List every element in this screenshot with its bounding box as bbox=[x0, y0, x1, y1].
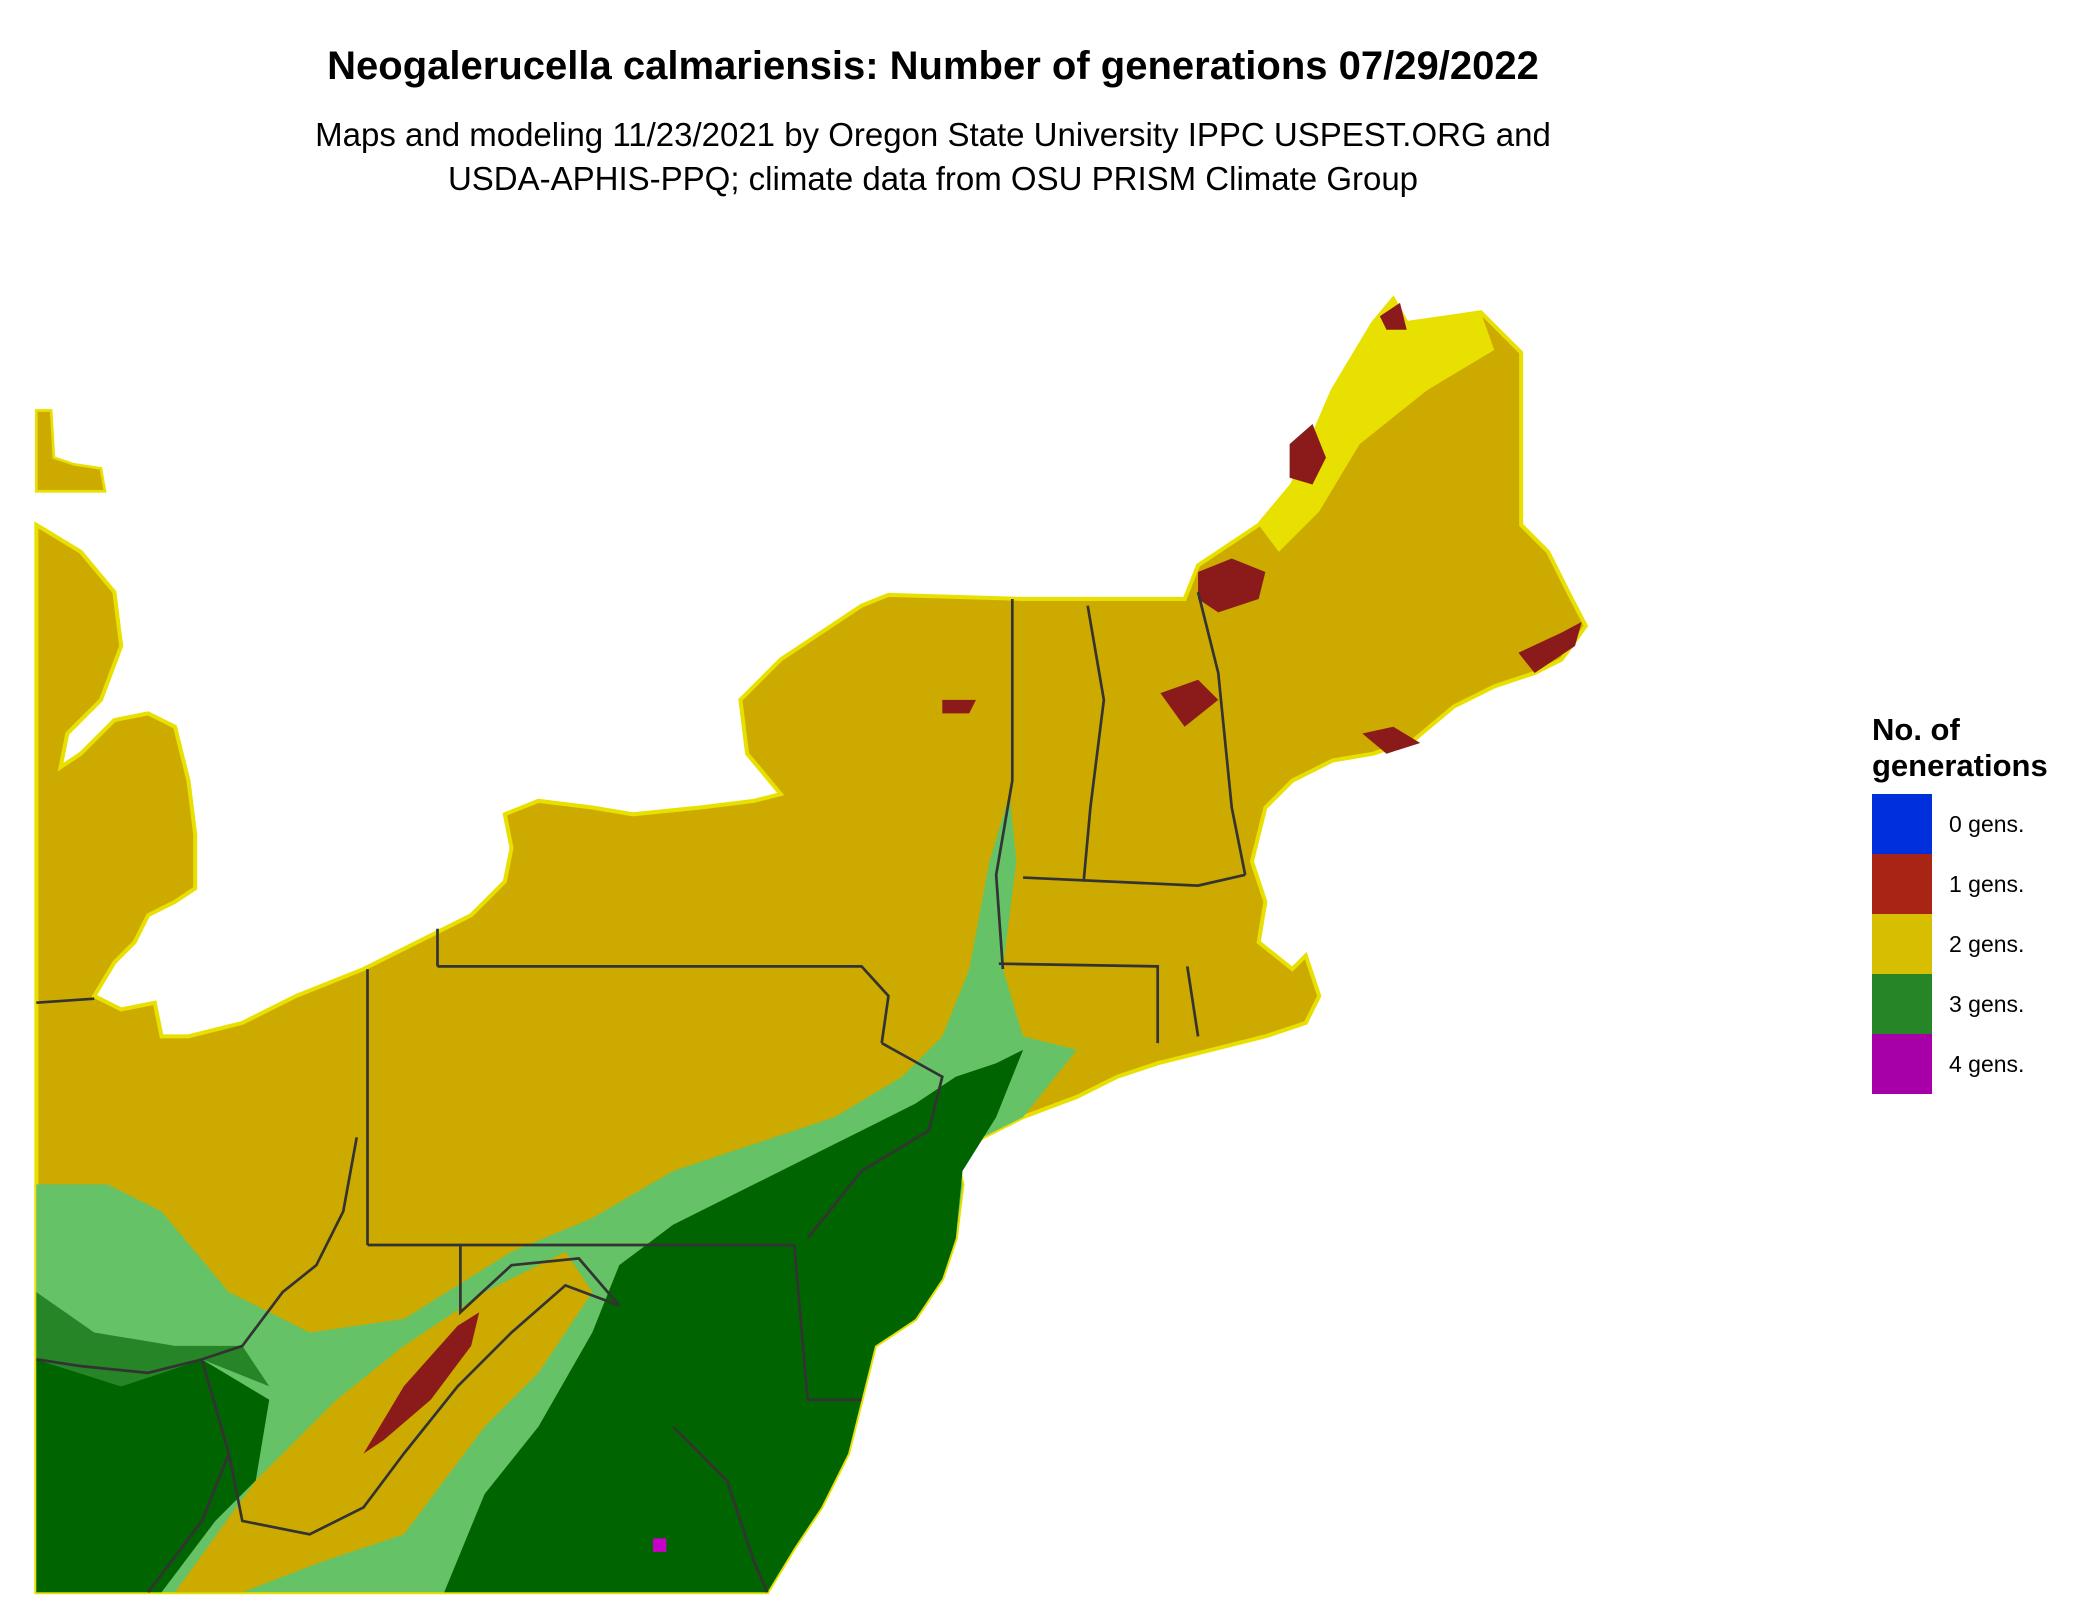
green-zone-west-mid bbox=[36, 1292, 270, 1387]
nh-me-border bbox=[1196, 591, 1247, 876]
ri-east-border bbox=[1185, 966, 1200, 1037]
ny-pa-border bbox=[436, 928, 890, 1044]
md-border bbox=[459, 1244, 621, 1316]
red-patch bbox=[1289, 423, 1326, 485]
one-generation-patches bbox=[363, 302, 1582, 1454]
pa-nj-border bbox=[806, 1041, 944, 1240]
legend-item-3: 3 gens. bbox=[1872, 974, 2092, 1034]
de-md-border bbox=[792, 1244, 862, 1402]
red-patch bbox=[1518, 621, 1582, 673]
legend-item-2: 2 gens. bbox=[1872, 914, 2092, 974]
legend-label-2: 2 gens. bbox=[1949, 930, 2025, 957]
legend-label-0: 0 gens. bbox=[1949, 810, 2025, 837]
map-subtitle-line-2: USDA-APHIS-PPQ; climate data from OSU PR… bbox=[447, 160, 1419, 197]
oh-mi-border bbox=[36, 997, 95, 1005]
ky-wv-border bbox=[147, 1453, 231, 1594]
northern-maine-bright-zone bbox=[1258, 298, 1495, 552]
state-boundaries bbox=[36, 591, 1247, 1594]
legend-label-4: 4 gens. bbox=[1949, 1050, 2025, 1077]
legend: No. of generations 0 gens. 1 gens. 2 gen… bbox=[1872, 712, 2092, 1094]
red-patch bbox=[1160, 679, 1219, 727]
legend-item-1: 1 gens. bbox=[1872, 854, 2092, 914]
ct-ri-border bbox=[998, 962, 1160, 1044]
ma-north-border bbox=[1023, 873, 1246, 887]
red-patch bbox=[1379, 302, 1407, 330]
vt-ny-border bbox=[994, 598, 1014, 970]
red-patch bbox=[942, 699, 976, 714]
four-generation-spot bbox=[652, 1538, 667, 1552]
vt-nh-border bbox=[1082, 605, 1106, 882]
legend-swatch-2 bbox=[1872, 914, 1932, 974]
legend-label-3: 3 gens. bbox=[1949, 990, 2025, 1017]
map-subtitle-line-1: Maps and modeling 11/23/2021 by Oregon S… bbox=[315, 116, 1551, 153]
red-patch bbox=[1198, 558, 1266, 613]
legend-swatch-4 bbox=[1872, 1034, 1932, 1094]
legend-swatch-3 bbox=[1872, 974, 1932, 1034]
map-title: Neogalerucella calmariensis: Number of g… bbox=[327, 44, 1539, 88]
dark-green-zone-west bbox=[36, 1359, 270, 1593]
upper-michigan-land bbox=[35, 409, 107, 493]
dark-green-zone-mid-atlantic bbox=[444, 1049, 1024, 1593]
red-patch bbox=[363, 1312, 480, 1454]
legend-item-0: 0 gens. bbox=[1872, 794, 2092, 854]
legend-label-1: 1 gens. bbox=[1949, 870, 2025, 897]
oh-wv-border bbox=[36, 1137, 359, 1375]
legend-swatch-0 bbox=[1872, 794, 1932, 854]
wv-va-border bbox=[200, 1283, 620, 1536]
red-patch bbox=[1362, 726, 1421, 754]
legend-title: No. of generations bbox=[1872, 712, 2048, 783]
va-md-coast bbox=[672, 1425, 769, 1593]
legend-item-4: 4 gens. bbox=[1872, 1034, 2092, 1094]
legend-swatch-1 bbox=[1872, 854, 1932, 914]
